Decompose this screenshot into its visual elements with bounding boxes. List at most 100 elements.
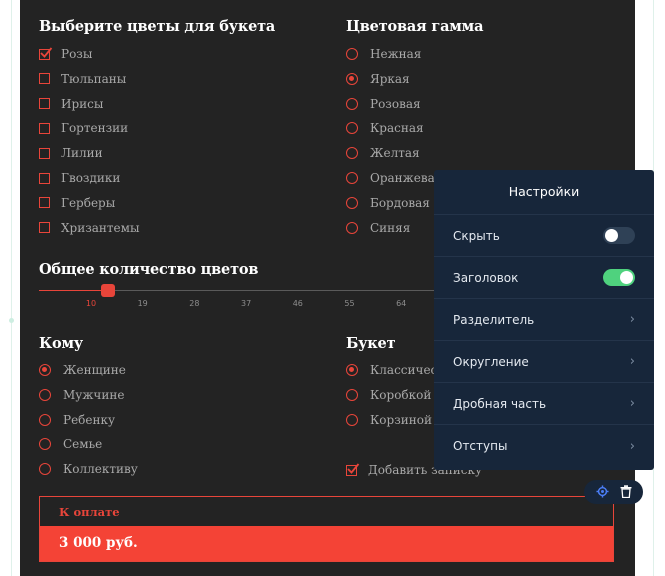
settings-row-label: Скрыть [453,228,500,243]
settings-row[interactable]: Округление › [434,341,654,383]
settings-row[interactable]: Отступы › [434,425,654,467]
settings-row-label: Заголовок [453,270,519,285]
settings-row[interactable]: Скрыть [434,215,654,257]
slider-tick-label: 64 [396,299,407,308]
editor-guide-handle [9,318,14,323]
radio-empty [346,97,358,110]
bouquet-option[interactable]: Корзиной [346,411,432,429]
option-label: Мужчине [63,387,125,402]
recipient-option[interactable]: Коллективу [39,460,138,478]
option-label: Синяя [370,220,411,235]
checkmark-icon [40,46,53,58]
settings-rows: Скрыть Заголовок Разделитель › Округление › Др… [434,215,654,467]
checkbox-empty [39,197,50,209]
quantity-slider-thumb[interactable] [101,284,115,297]
recipient-option[interactable]: Женщине [39,361,126,379]
slider-tick-label: 55 [344,299,355,308]
radio-empty [346,413,358,426]
option-label: Розовая [370,96,421,111]
palette-option[interactable]: Синяя [346,219,410,237]
option-label: Тюльпаны [61,71,127,86]
option-label: Розы [61,47,93,61]
option-label: Нежная [370,47,422,61]
settings-toggle[interactable] [603,269,635,286]
flower-option[interactable]: Розы [39,45,92,63]
option-label: Гортензии [61,121,129,136]
checkbox-empty [39,172,50,184]
bouquet-option[interactable]: Классическо [346,361,452,379]
payment-band: 3 000 руб. [40,526,613,561]
payment-label: К оплате [59,505,120,519]
settings-popover: Настройки Скрыть Заголовок Разделитель › Окр… [434,170,654,470]
checkbox-empty [39,147,50,159]
option-label: Классическо [370,363,452,377]
slider-tick-label: 46 [292,299,303,308]
flower-option[interactable]: Хризантемы [39,219,140,237]
recipient-option[interactable]: Семье [39,435,102,453]
checkmark-icon [347,462,360,474]
option-label: Оранжевая [370,171,443,185]
palette-option[interactable]: Нежная [346,45,421,63]
checkbox-box [346,462,360,476]
flower-option[interactable]: Лилии [39,144,103,162]
option-label: Ребенку [63,412,116,427]
option-label: Хризантемы [61,220,140,235]
flower-option[interactable]: Герберы [39,194,115,212]
bouquet-title: Букет [346,335,396,352]
radio-empty [346,172,358,184]
settings-row[interactable]: Дробная часть › [434,383,654,425]
toggle-knob [605,229,618,242]
option-label: Коллективу [63,462,138,477]
option-label: Желтая [370,146,420,161]
settings-row-label: Округление [453,354,529,369]
settings-row[interactable]: Разделитель › [434,299,654,341]
radio-empty [39,463,51,476]
flower-option[interactable]: Ирисы [39,95,103,113]
gear-icon[interactable] [595,483,609,502]
bouquet-option[interactable]: Коробкой [346,386,431,404]
palette-option[interactable]: Бордовая [346,194,430,212]
palette-option[interactable]: Желтая [346,144,420,162]
toggle-knob [620,271,633,284]
recipient-option[interactable]: Мужчине [39,386,124,404]
radio-empty [39,413,51,426]
palette-option[interactable]: Розовая [346,95,421,113]
slider-tick-label: 19 [137,299,148,308]
option-label: Яркая [370,71,410,86]
palette-title: Цветовая гамма [346,18,484,35]
palette-option[interactable]: Оранжевая [346,169,442,187]
option-label: Семье [63,437,103,452]
settings-toggle[interactable] [603,227,635,244]
quantity-slider-track[interactable] [39,290,479,291]
trash-icon[interactable] [620,483,632,502]
checkbox-empty [39,222,50,234]
recipient-option[interactable]: Ребенку [39,411,115,429]
quantity-title: Общее количество цветов [39,261,259,278]
checkbox-empty [39,122,50,134]
flower-option[interactable]: Тюльпаны [39,70,126,88]
payment-box: К оплате 3 000 руб. [39,496,614,562]
chevron-right-icon: › [629,312,635,327]
settings-row-label: Дробная часть [453,396,547,411]
option-label: Герберы [61,195,116,210]
flower-option[interactable]: Гвоздики [39,169,120,187]
radio-empty [346,147,358,160]
radio-empty [346,122,358,135]
flower-option[interactable]: Гортензии [39,119,128,137]
slider-tick-label: 37 [241,299,252,308]
block-toolbar [584,480,643,504]
palette-option[interactable]: Красная [346,119,424,137]
payment-amount: 3 000 руб. [59,535,138,551]
radio-empty [39,388,51,401]
settings-row-label: Разделитель [453,312,535,327]
radio-empty [346,48,358,60]
radio-selected [346,364,358,376]
option-label: Корзиной [370,412,432,427]
palette-option[interactable]: Яркая [346,70,410,88]
chevron-right-icon: › [629,396,635,411]
slider-tick-label: 10 [85,299,97,308]
option-label: Лилии [61,146,103,161]
chevron-right-icon: › [629,438,635,454]
settings-row[interactable]: Заголовок [434,257,654,299]
flowers-title: Выберите цветы для букета [39,18,276,35]
